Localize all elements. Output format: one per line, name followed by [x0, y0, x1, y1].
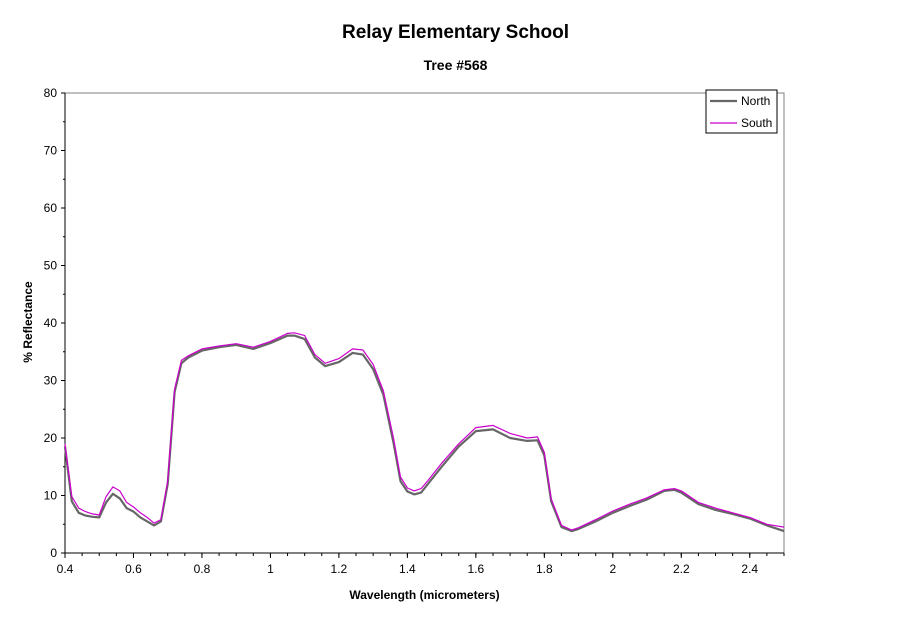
y-axis-label: % Reflectance	[21, 281, 35, 363]
y-tick-label: 20	[44, 431, 58, 445]
x-tick-label: 0.8	[194, 562, 211, 576]
y-tick-label: 70	[44, 144, 58, 158]
x-tick-label: 2.2	[673, 562, 690, 576]
y-tick-label: 60	[44, 201, 58, 215]
x-tick-label: 1.4	[399, 562, 416, 576]
y-tick-label: 40	[44, 316, 58, 330]
y-tick-label: 50	[44, 259, 58, 273]
legend-label-north: North	[741, 94, 770, 108]
axes: 0 10 20 30 40 50 60 70 80 0.4 0.6 0.8 1 1.2 1.4 1.6 1.8 2…	[44, 86, 785, 576]
series-line-north	[63, 334, 785, 533]
x-tick-label: 1.2	[331, 562, 348, 576]
x-tick-label: 1	[267, 562, 274, 576]
y-tick-label: 10	[44, 489, 58, 503]
plot-area	[64, 92, 785, 554]
chart-title: Relay Elementary School	[341, 22, 570, 43]
legend: North South	[705, 89, 778, 134]
legend-label-south: South	[741, 116, 772, 130]
series-line-south	[64, 332, 785, 531]
x-axis-label: Wavelength (micrometers)	[349, 588, 500, 602]
legend-box	[705, 89, 778, 134]
y-tick-label: 0	[50, 546, 57, 560]
y-tick-label: 30	[44, 374, 58, 388]
x-tick-label: 0.4	[57, 562, 74, 576]
x-tick-label: 0.6	[125, 562, 142, 576]
y-tick-label: 80	[44, 86, 58, 100]
series-layer	[63, 332, 785, 533]
chart-subtitle: Tree #568	[423, 57, 488, 73]
x-tick-label: 1.8	[536, 562, 553, 576]
x-tick-label: 2.4	[741, 562, 758, 576]
x-tick-label: 2	[609, 562, 616, 576]
x-tick-label: 1.6	[468, 562, 485, 576]
